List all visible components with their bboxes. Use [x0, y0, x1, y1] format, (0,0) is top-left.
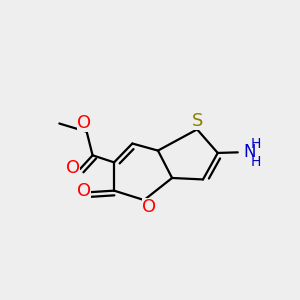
Text: O: O	[142, 198, 157, 216]
Text: O: O	[77, 115, 91, 133]
Text: H: H	[251, 136, 261, 151]
Text: N: N	[243, 143, 256, 161]
Text: O: O	[77, 182, 91, 200]
Text: S: S	[191, 112, 203, 130]
Text: O: O	[66, 159, 80, 177]
Text: H: H	[251, 155, 261, 169]
